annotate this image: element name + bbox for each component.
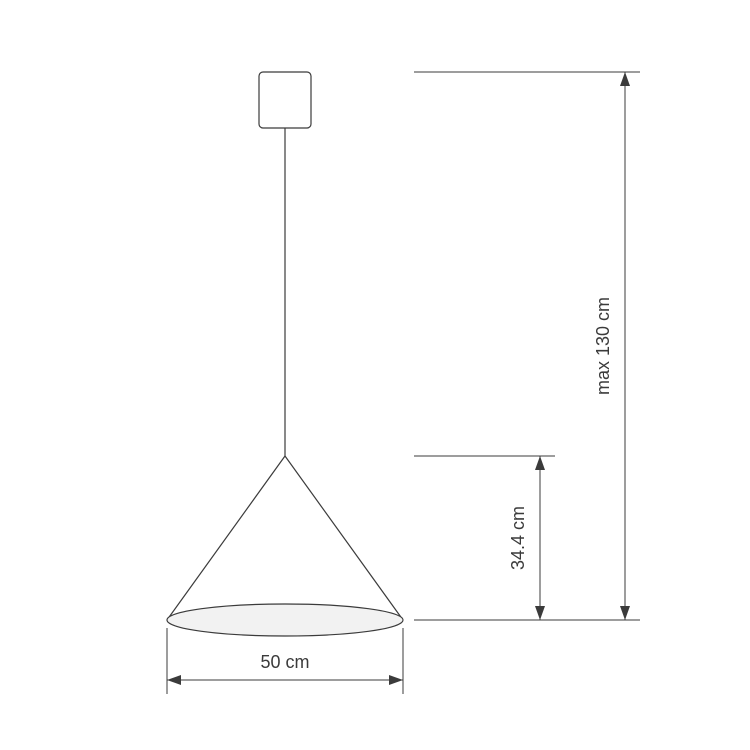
pendant-lamp-drawing xyxy=(167,72,403,636)
svg-text:34.4 cm: 34.4 cm xyxy=(508,506,528,570)
dimension-lines: 50 cm 34.4 cm max 130 cm xyxy=(167,72,640,694)
svg-text:50 cm: 50 cm xyxy=(260,652,309,672)
svg-text:max 130 cm: max 130 cm xyxy=(593,297,613,395)
